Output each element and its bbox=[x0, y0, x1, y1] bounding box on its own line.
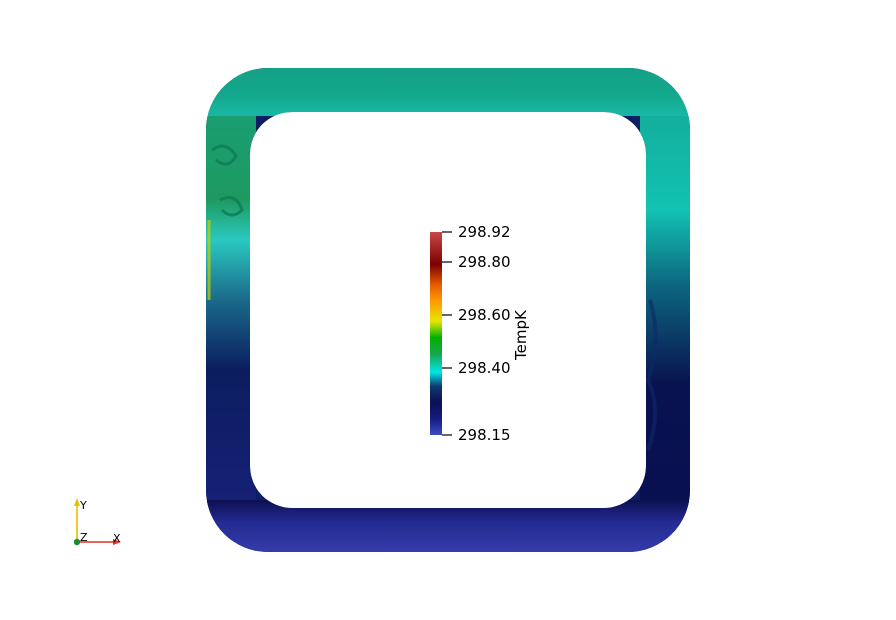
tick-label: 298.80 bbox=[458, 253, 511, 271]
field-top-wall bbox=[206, 68, 690, 116]
tick-label-max: 298.92 bbox=[458, 223, 511, 241]
x-axis-label: X bbox=[113, 532, 121, 545]
z-axis-label: Z bbox=[80, 531, 88, 544]
x-axis-arrow-icon bbox=[113, 539, 121, 545]
z-axis-dot-icon bbox=[73, 538, 81, 546]
color-legend: 298.92 298.80 298.60 298.40 298.15 TempK bbox=[430, 223, 530, 444]
field-bottom-wall bbox=[206, 500, 690, 552]
temperature-field bbox=[206, 68, 690, 552]
tick-label: 298.60 bbox=[458, 306, 511, 324]
tick-label-min: 298.15 bbox=[458, 426, 511, 444]
y-axis-arrow-icon bbox=[74, 498, 80, 506]
orientation-axes: Y Z X bbox=[73, 498, 121, 546]
tick-label: 298.40 bbox=[458, 359, 511, 377]
right-wall-eddies bbox=[645, 299, 658, 451]
field-right-wall bbox=[640, 68, 690, 552]
colorbar-ticks bbox=[442, 231, 452, 436]
field-base bbox=[206, 68, 690, 552]
y-axis-label: Y bbox=[79, 499, 87, 512]
colorbar bbox=[430, 232, 442, 435]
colorbar-title: TempK bbox=[512, 309, 530, 361]
vortex-streaks bbox=[211, 144, 244, 217]
field-left-wall bbox=[206, 68, 256, 552]
